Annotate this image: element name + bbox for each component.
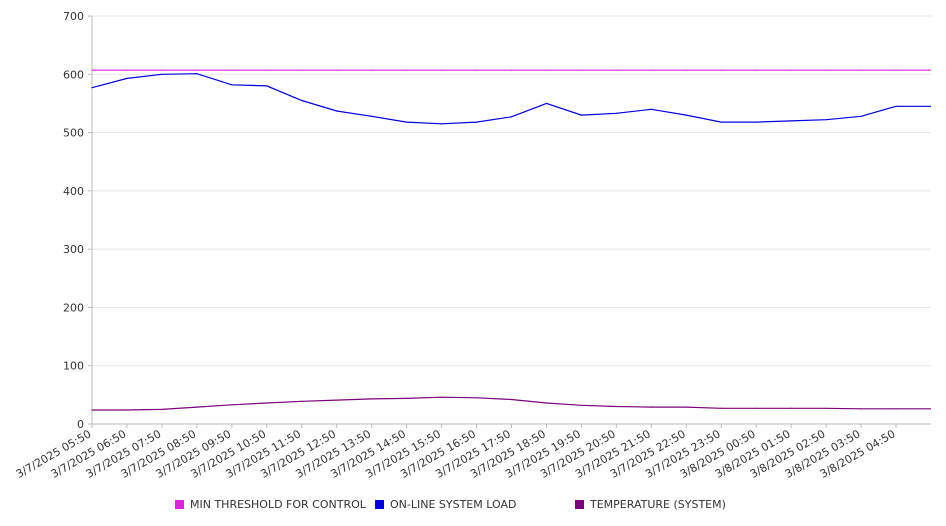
data-point bbox=[336, 110, 338, 112]
data-point bbox=[266, 85, 268, 87]
legend-item-min-threshold[interactable]: MIN THRESHOLD FOR CONTROL bbox=[175, 498, 366, 511]
data-point bbox=[580, 69, 583, 71]
data-point bbox=[860, 115, 862, 117]
data-point bbox=[825, 119, 827, 121]
gridlines bbox=[92, 15, 931, 425]
y-tick-label: 500 bbox=[63, 127, 84, 140]
data-point bbox=[510, 69, 513, 71]
data-point bbox=[685, 406, 687, 408]
data-point bbox=[650, 69, 652, 71]
data-point bbox=[336, 399, 338, 401]
legend-label: ON-LINE SYSTEM LOAD bbox=[390, 498, 517, 511]
data-point bbox=[685, 69, 687, 71]
data-point bbox=[266, 69, 268, 71]
data-point bbox=[126, 409, 128, 411]
data-point bbox=[615, 405, 617, 408]
series-lines bbox=[91, 69, 931, 411]
data-point bbox=[615, 112, 617, 114]
data-point bbox=[580, 114, 583, 116]
data-point bbox=[266, 402, 268, 404]
data-point bbox=[371, 69, 373, 71]
data-point bbox=[545, 69, 548, 71]
data-point bbox=[720, 69, 722, 71]
data-point bbox=[895, 105, 897, 107]
data-point bbox=[790, 407, 792, 409]
data-point bbox=[440, 396, 443, 398]
data-point bbox=[336, 69, 338, 71]
legend-swatch-icon bbox=[575, 500, 584, 509]
data-point bbox=[161, 73, 163, 75]
data-point bbox=[301, 400, 303, 402]
data-point bbox=[475, 121, 478, 123]
y-tick-label: 700 bbox=[63, 10, 84, 23]
data-point bbox=[860, 408, 862, 410]
data-point bbox=[91, 69, 93, 71]
y-tick-label: 100 bbox=[63, 360, 84, 373]
data-point bbox=[895, 69, 897, 71]
data-point bbox=[301, 69, 303, 71]
x-axis-ticks: 3/7/2025 05:503/7/2025 06:503/7/2025 07:… bbox=[14, 424, 898, 481]
data-point bbox=[126, 69, 128, 71]
data-point bbox=[755, 121, 757, 123]
data-point bbox=[475, 69, 478, 71]
data-point bbox=[440, 69, 443, 71]
data-point bbox=[406, 397, 408, 399]
data-point bbox=[91, 409, 93, 411]
data-point bbox=[126, 77, 128, 79]
data-point bbox=[510, 398, 513, 401]
data-point bbox=[685, 114, 687, 116]
data-point bbox=[301, 99, 303, 102]
data-point bbox=[161, 69, 163, 71]
data-point bbox=[720, 121, 722, 123]
data-point bbox=[231, 404, 233, 406]
y-tick-label: 200 bbox=[63, 301, 84, 314]
data-point bbox=[755, 407, 757, 409]
legend-swatch-icon bbox=[375, 500, 384, 509]
data-point bbox=[615, 69, 617, 71]
data-point bbox=[196, 406, 198, 408]
y-axis-ticks: 0 100 200 300 400 500 600 700 bbox=[63, 10, 92, 431]
data-point bbox=[650, 406, 652, 408]
legend-swatch-icon bbox=[175, 500, 184, 509]
y-tick-label: 0 bbox=[77, 418, 84, 431]
data-point bbox=[231, 84, 233, 86]
data-point bbox=[790, 69, 792, 71]
y-tick-label: 400 bbox=[63, 185, 84, 198]
data-point bbox=[825, 407, 827, 409]
legend-item-temperature[interactable]: TEMPERATURE (SYSTEM) bbox=[575, 498, 726, 511]
legend-label: MIN THRESHOLD FOR CONTROL bbox=[190, 498, 366, 511]
data-point bbox=[196, 73, 198, 75]
legend-item-system-load[interactable]: ON-LINE SYSTEM LOAD bbox=[375, 498, 516, 511]
data-point bbox=[406, 121, 408, 123]
data-point bbox=[825, 69, 827, 71]
legend: MIN THRESHOLD FOR CONTROL ON-LINE SYSTEM… bbox=[0, 498, 946, 514]
data-point bbox=[895, 408, 897, 410]
axes bbox=[91, 16, 931, 425]
data-point bbox=[720, 407, 722, 409]
data-point bbox=[371, 398, 373, 400]
data-point bbox=[406, 69, 408, 71]
data-point bbox=[580, 404, 583, 406]
data-point bbox=[545, 102, 548, 105]
data-point bbox=[161, 408, 163, 411]
data-point bbox=[510, 116, 513, 118]
data-point bbox=[371, 115, 373, 117]
data-point bbox=[860, 69, 862, 71]
data-point bbox=[475, 397, 478, 399]
data-point bbox=[91, 87, 93, 89]
y-tick-label: 300 bbox=[63, 243, 84, 256]
data-point bbox=[545, 402, 548, 404]
data-point bbox=[650, 108, 652, 110]
y-tick-label: 600 bbox=[63, 68, 84, 81]
data-point bbox=[231, 69, 233, 71]
data-point bbox=[755, 69, 757, 71]
data-point bbox=[790, 120, 792, 122]
legend-label: TEMPERATURE (SYSTEM) bbox=[590, 498, 726, 511]
data-point bbox=[440, 123, 443, 125]
data-point bbox=[196, 69, 198, 71]
